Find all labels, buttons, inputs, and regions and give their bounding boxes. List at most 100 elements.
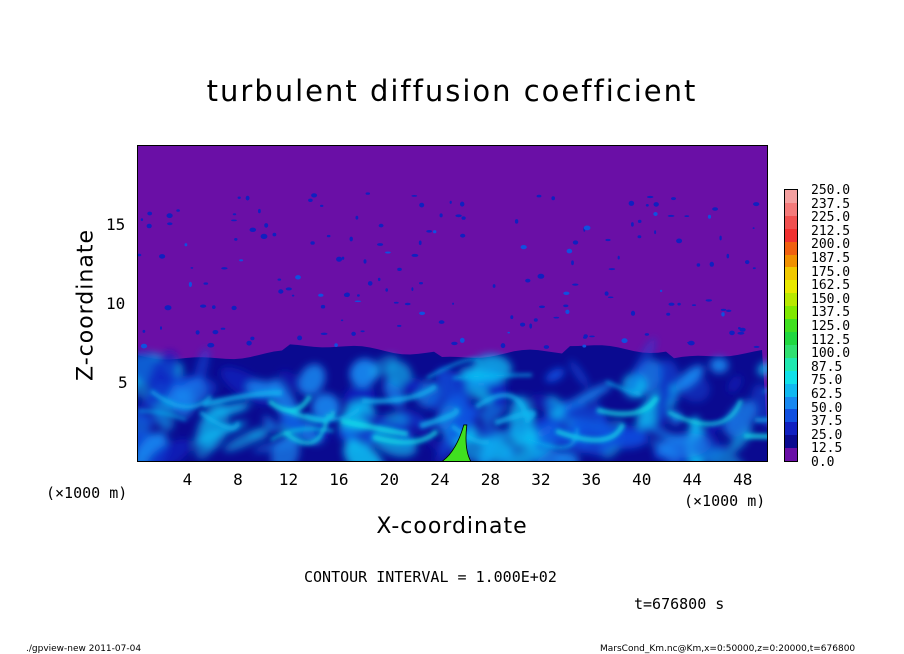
turbulence-streak xyxy=(605,380,642,396)
free-atmosphere-eddy xyxy=(343,292,349,297)
free-atmosphere-eddy xyxy=(529,323,533,329)
free-atmosphere-eddy xyxy=(653,202,659,207)
colorbar-swatch xyxy=(785,357,797,371)
turbulence-streak xyxy=(494,410,537,426)
free-atmosphere-eddy xyxy=(426,230,433,233)
x-tick-label: 16 xyxy=(329,470,349,489)
turbulence-streak xyxy=(202,390,283,408)
free-atmosphere-eddy xyxy=(637,219,642,223)
colorbar-swatch xyxy=(785,370,797,384)
turbulence-streak xyxy=(419,407,460,429)
free-atmosphere-eddy xyxy=(705,299,712,302)
turbulence-blob xyxy=(675,365,704,392)
free-atmosphere-eddy xyxy=(583,225,591,231)
turbulence-blob xyxy=(446,405,479,442)
free-atmosphere-eddy xyxy=(520,322,526,327)
colorbar-swatch xyxy=(785,448,797,462)
turbulence-blob xyxy=(343,440,386,461)
colorbar-level-label: 175.0 xyxy=(811,264,851,280)
turbulence-streak xyxy=(283,407,335,423)
free-atmosphere-eddy xyxy=(318,293,324,297)
turbulence-blob xyxy=(709,357,729,374)
colorbar-level-label: 150.0 xyxy=(811,291,851,307)
free-atmosphere-eddy xyxy=(510,315,514,320)
free-atmosphere-eddy xyxy=(393,301,399,304)
turbulence-streak xyxy=(426,357,482,380)
colorbar-level-label: 112.5 xyxy=(811,332,851,348)
colorbar-swatch xyxy=(785,319,797,332)
turbulence-streak xyxy=(198,410,241,431)
turbulence-blob xyxy=(263,415,279,433)
colorbar-level-label: 250.0 xyxy=(811,183,851,198)
free-atmosphere-eddy xyxy=(220,327,226,330)
footer-right: MarsCond_Km.nc@Km,x=0:50000,z=0:20000,t=… xyxy=(600,644,856,654)
free-atmosphere-eddy xyxy=(237,196,241,199)
free-atmosphere-eddy xyxy=(539,305,545,309)
free-atmosphere-eddy xyxy=(159,254,166,259)
turbulence-streak xyxy=(149,389,213,409)
free-atmosphere-eddy xyxy=(737,331,745,335)
colorbar-swatch xyxy=(785,306,797,320)
colorbar-level-label: 50.0 xyxy=(811,400,843,416)
free-atmosphere-eddy xyxy=(719,235,722,241)
free-atmosphere-eddy xyxy=(419,311,426,315)
free-atmosphere-eddy xyxy=(221,267,228,270)
turbulence-streak xyxy=(754,417,767,422)
free-atmosphere-eddy xyxy=(439,213,443,218)
free-atmosphere-eddy xyxy=(272,232,277,237)
turbulence-blob xyxy=(654,378,671,431)
free-atmosphere-eddy xyxy=(147,211,153,216)
free-atmosphere-eddy xyxy=(377,277,381,282)
free-atmosphere-eddy xyxy=(565,309,570,314)
turbulence-blob xyxy=(650,438,680,461)
free-atmosphere-eddy xyxy=(582,344,587,348)
turbulence-blob xyxy=(412,424,454,461)
free-atmosphere-eddy xyxy=(411,195,418,197)
free-atmosphere-eddy xyxy=(604,291,609,296)
colorbar-level-label: 37.5 xyxy=(811,414,843,430)
free-atmosphere-eddy xyxy=(668,302,675,306)
free-atmosphere-eddy xyxy=(729,330,735,336)
colorbar-level-label: 87.5 xyxy=(811,359,843,375)
free-atmosphere-eddy xyxy=(645,204,649,207)
free-atmosphere-eddy xyxy=(203,282,209,285)
free-atmosphere-eddy xyxy=(385,251,391,254)
colorbar-swatch xyxy=(785,435,797,449)
free-atmosphere-eddy xyxy=(684,215,690,217)
free-atmosphere-eddy xyxy=(207,342,215,348)
free-atmosphere-eddy xyxy=(707,214,712,219)
free-atmosphere-eddy xyxy=(433,230,437,234)
colorbar-level-label: 212.5 xyxy=(811,223,851,239)
free-atmosphere-eddy xyxy=(411,287,414,291)
y-tick-label: 5 xyxy=(118,373,128,392)
x-tick-label: 8 xyxy=(233,470,243,489)
free-atmosphere-eddy xyxy=(438,320,445,324)
x-axis-unit-right: (×1000 m) xyxy=(684,492,766,510)
free-atmosphere-eddy xyxy=(671,197,676,201)
free-atmosphere-eddy xyxy=(336,256,343,262)
chart-title: turbulent diffusion coefficient xyxy=(206,74,698,108)
free-atmosphere-eddy xyxy=(367,281,373,286)
free-atmosphere-eddy xyxy=(659,289,663,293)
free-atmosphere-eddy xyxy=(607,296,614,299)
time-label: t=676800 s xyxy=(634,595,725,613)
free-atmosphere-eddy xyxy=(720,308,727,311)
free-atmosphere-eddy xyxy=(418,240,422,246)
free-atmosphere-eddy xyxy=(753,202,760,207)
colorbar-level-label: 187.5 xyxy=(811,250,851,266)
colorbar-swatch xyxy=(785,228,797,242)
free-atmosphere-eddy xyxy=(644,333,650,336)
turbulence-blob xyxy=(626,337,656,396)
turbulence-blob xyxy=(724,400,757,438)
turbulence-streak xyxy=(372,429,439,445)
free-atmosphere-eddy xyxy=(320,204,324,207)
free-atmosphere-eddy xyxy=(160,326,162,330)
free-atmosphere-eddy xyxy=(572,240,579,245)
free-atmosphere-eddy xyxy=(630,310,636,316)
free-atmosphere-eddy xyxy=(653,212,658,216)
free-atmosphere-eddy xyxy=(231,305,237,311)
free-atmosphere-eddy xyxy=(637,235,642,239)
free-atmosphere-eddy xyxy=(551,196,555,201)
colorbar-level-label: 100.0 xyxy=(811,346,851,362)
free-atmosphere-eddy xyxy=(138,253,142,257)
